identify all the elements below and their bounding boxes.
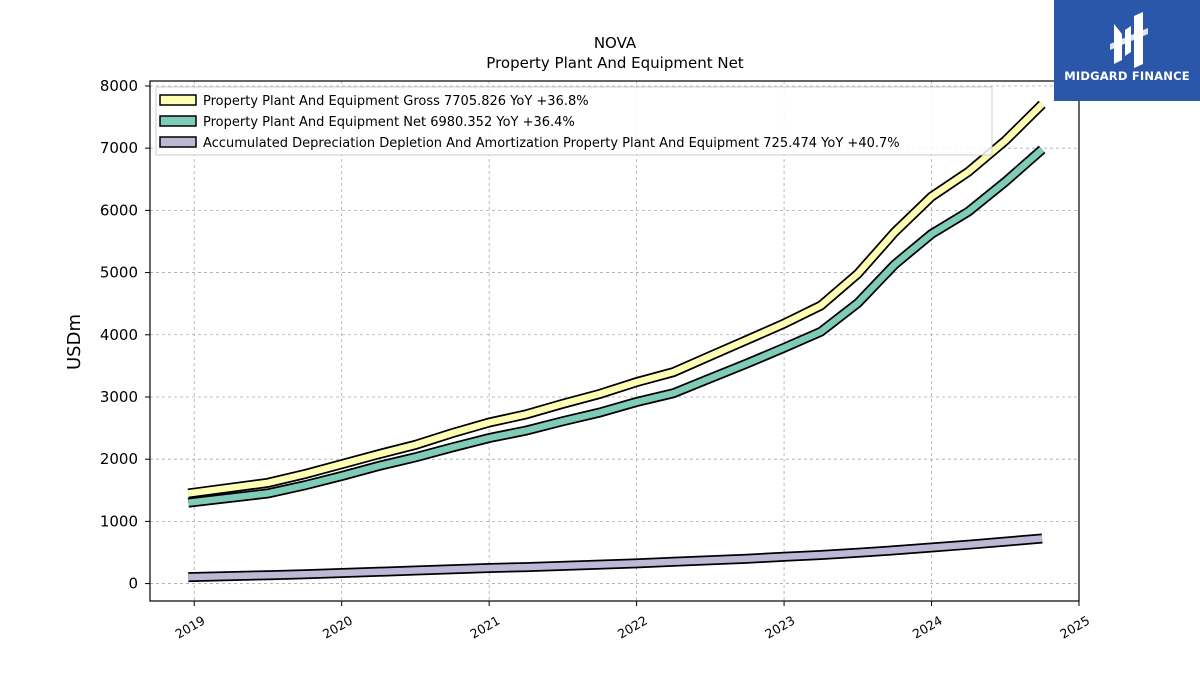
- series-3-line: [188, 535, 1043, 581]
- y-tick-label: 5000: [100, 264, 138, 282]
- chart-subtitle: Property Plant And Equipment Net: [486, 54, 743, 72]
- series-1-line: [187, 101, 1045, 497]
- y-tick-label: 4000: [100, 326, 138, 344]
- x-tick-label: 2019: [172, 613, 207, 642]
- y-tick-label: 6000: [100, 201, 138, 219]
- grid-lines: [150, 81, 1080, 601]
- plot-frame: [149, 80, 1080, 602]
- legend: Property Plant And Equipment Gross 7705.…: [155, 86, 993, 156]
- x-tick-label: 2023: [762, 613, 797, 642]
- midgard-finance-logo: MIDGARD FINANCE: [1054, 0, 1200, 101]
- logo-mark-icon: [1110, 12, 1148, 68]
- legend-swatch-1: [159, 94, 197, 106]
- y-tick-label: 3000: [100, 388, 138, 406]
- y-axis-label: USDm: [64, 314, 85, 370]
- chart-title: NOVA: [594, 34, 637, 52]
- logo-text: MIDGARD FINANCE: [1064, 69, 1190, 83]
- legend-swatch-3: [159, 136, 197, 148]
- y-tick-label: 7000: [100, 139, 138, 157]
- x-tick-label: 2022: [615, 613, 650, 642]
- x-tick-label: 2025: [1057, 613, 1092, 642]
- series-2-line: [187, 146, 1045, 506]
- y-tick-label: 0: [128, 575, 138, 593]
- x-tick-label: 2020: [320, 613, 355, 642]
- y-tick-label: 1000: [100, 512, 138, 530]
- legend-label-1: Property Plant And Equipment Gross 7705.…: [203, 94, 589, 109]
- y-tick-label: 8000: [100, 77, 138, 95]
- legend-label-2: Property Plant And Equipment Net 6980.35…: [203, 115, 575, 130]
- x-tick-label: 2021: [467, 613, 502, 642]
- y-axis: 0 1000 2000 3000 4000 5000 6000 7000 8000: [100, 77, 150, 593]
- series-2-outline: [187, 145, 1046, 508]
- y-tick-label: 2000: [100, 450, 138, 468]
- legend-box: [155, 86, 993, 156]
- legend-swatch-2: [159, 115, 197, 127]
- x-axis: 2019 2020 2021 2022 2023 2024 2025: [172, 601, 1092, 642]
- legend-label-3: Accumulated Depreciation Depletion And A…: [203, 136, 900, 151]
- series-1-outline: [187, 100, 1046, 499]
- x-tick-label: 2024: [910, 613, 945, 642]
- series-lines: [187, 100, 1046, 583]
